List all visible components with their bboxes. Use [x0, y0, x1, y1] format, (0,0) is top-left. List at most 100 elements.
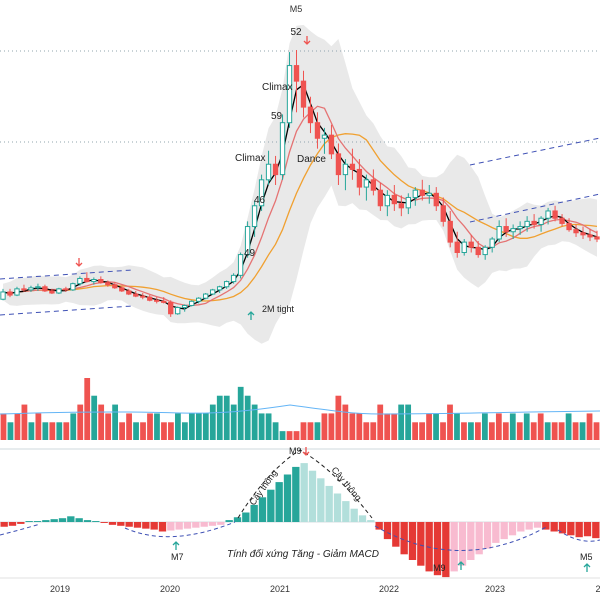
candle-body: [70, 283, 76, 291]
volume-bar: [91, 395, 98, 440]
macd-histogram-bar: [558, 522, 567, 534]
candle-body: [524, 220, 530, 228]
volume-bar: [565, 413, 572, 440]
volume-bar: [272, 422, 279, 440]
volume-bar: [537, 413, 544, 440]
candle-body: [258, 179, 265, 207]
candle-body: [384, 194, 391, 207]
candle-body: [223, 281, 230, 288]
candle-body: [182, 304, 188, 309]
macd-histogram-bar: [400, 522, 408, 555]
x-tick-2024-partial: 2: [595, 584, 600, 594]
candle-body: [447, 220, 453, 243]
macd-bars-group: [0, 463, 600, 578]
x-tick-2020: 2020: [160, 584, 180, 594]
volume-bar: [321, 413, 328, 440]
macd-annotation-m9-top: M9: [289, 446, 302, 456]
candle-body: [189, 300, 195, 306]
volume-bar: [147, 413, 153, 440]
volume-average-line: [0, 404, 600, 415]
annotation-climax-lower: Climax: [235, 153, 266, 164]
macd-histogram-bar: [233, 517, 242, 522]
macd-annotation-m7: M7: [171, 552, 184, 562]
annotation-59: 59: [271, 111, 283, 122]
volume-bar: [168, 422, 174, 440]
candle-body: [587, 234, 593, 238]
volume-bar: [328, 413, 335, 440]
candle-body: [230, 274, 237, 283]
arrow-up-icon-m7: [172, 541, 180, 550]
volume-bar: [433, 413, 439, 440]
candle-body: [552, 210, 558, 219]
annotation-52: 52: [290, 27, 302, 38]
candle-body: [412, 189, 418, 198]
x-axis: 2019 2020 2021 2022 2023 2: [0, 577, 600, 594]
volume-bar: [77, 404, 84, 440]
arrow-up-icon-m9-bottom: [457, 561, 465, 570]
volume-bar: [112, 404, 119, 440]
candle-body: [335, 153, 342, 176]
candle-body: [265, 163, 272, 181]
macd-histogram-bar: [308, 470, 317, 522]
candle-body: [49, 290, 55, 294]
macd-histogram-bar: [25, 521, 33, 522]
arrow-down-icon-2019: [75, 258, 83, 267]
volume-bar: [42, 422, 49, 440]
volume-bar: [440, 422, 446, 440]
candle-body: [175, 307, 181, 315]
macd-histogram-bar: [300, 463, 308, 522]
macd-histogram-bar: [142, 522, 150, 529]
volume-bar: [314, 422, 321, 440]
macd-histogram-bar: [483, 522, 492, 549]
macd-histogram-bar: [425, 522, 433, 572]
candle-body: [370, 179, 377, 191]
x-tick-2019: 2019: [50, 584, 70, 594]
volume-bar: [551, 422, 558, 440]
macd-histogram-bar: [367, 520, 375, 522]
macd-histogram-bar: [575, 522, 583, 538]
macd-histogram-bar: [67, 516, 75, 522]
volume-bar: [370, 422, 377, 440]
macd-histogram-bar: [567, 522, 575, 536]
macd-histogram-bar: [108, 522, 117, 525]
candle-body: [503, 226, 509, 233]
volume-bar: [175, 413, 181, 440]
candle-body: [293, 65, 300, 82]
volume-bar: [14, 413, 21, 440]
candle-body: [161, 300, 167, 303]
candle-body: [398, 203, 404, 209]
macd-histogram-bar: [117, 522, 125, 526]
candle-body: [545, 210, 551, 219]
macd-histogram-bar: [92, 521, 100, 522]
macd-histogram-bar: [125, 522, 133, 527]
candle-body: [147, 296, 153, 301]
macd-histogram-bar: [375, 522, 383, 530]
macd-histogram-bar: [175, 522, 183, 530]
macd-histogram-bar: [0, 522, 8, 527]
candle-body: [314, 122, 321, 139]
volume-bar: [516, 422, 523, 440]
candle-body: [216, 286, 223, 291]
candle-body: [482, 246, 488, 256]
macd-histogram-bar: [408, 522, 417, 560]
macd-annotation-m9-bottom: M9: [433, 563, 446, 573]
candle-body: [405, 196, 411, 209]
macd-histogram-bar: [525, 522, 533, 530]
candle-body: [112, 284, 118, 289]
volume-panel: [0, 378, 600, 440]
volume-bar: [98, 404, 105, 440]
channel-line-right-lower: [469, 193, 600, 223]
macd-histogram-bar: [200, 522, 208, 527]
candle-body: [98, 279, 104, 284]
macd-histogram-bar: [517, 522, 525, 532]
symmetry-curve-right: [557, 529, 600, 542]
macd-histogram-bar: [183, 522, 192, 529]
channel-line-left-upper: [0, 269, 133, 280]
volume-bar: [454, 413, 460, 440]
volume-bar: [293, 431, 300, 440]
macd-histogram-bar: [283, 474, 292, 522]
macd-histogram-bar: [42, 520, 50, 522]
volume-bar: [258, 413, 265, 440]
